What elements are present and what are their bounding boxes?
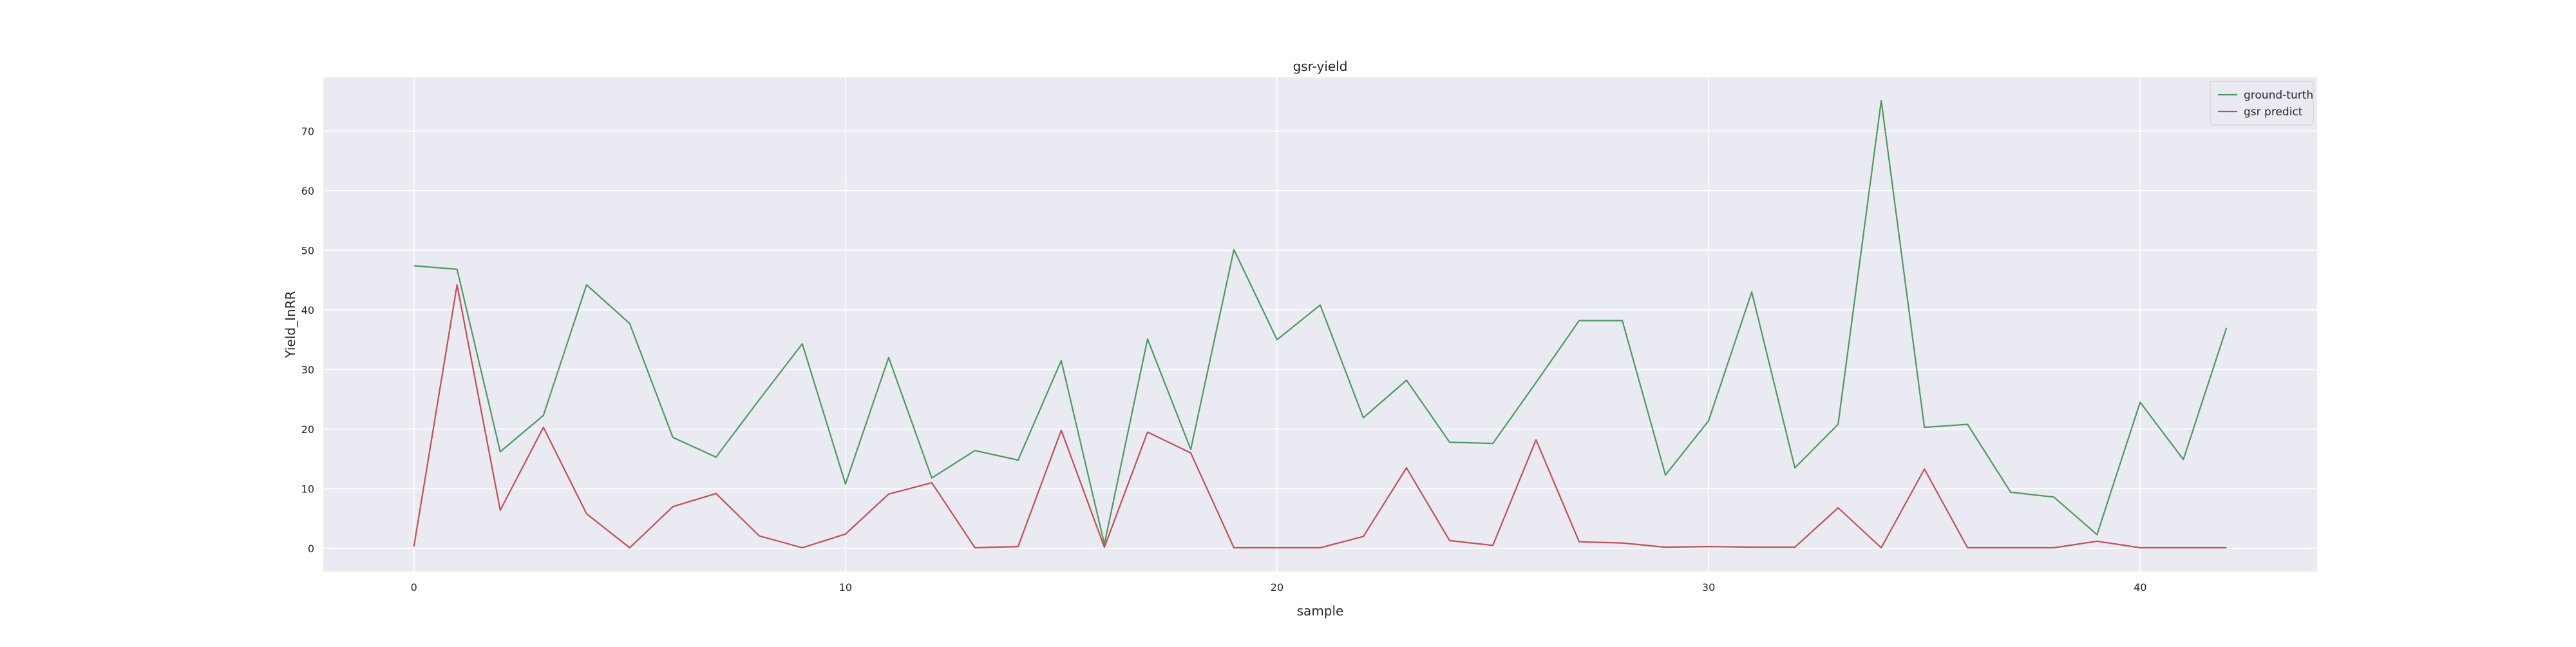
legend-frame xyxy=(2210,81,2314,126)
chart-title: gsr-yield xyxy=(1293,59,1348,74)
x-tick-label: 0 xyxy=(411,581,417,594)
legend-label: ground-turth xyxy=(2244,89,2313,102)
x-tick-label: 10 xyxy=(839,581,852,594)
y-tick-label: 50 xyxy=(301,244,314,256)
y-axis-label: Yield_InRR xyxy=(283,291,298,358)
x-tick-label: 20 xyxy=(1271,581,1283,594)
series-line-gsr-predict xyxy=(413,284,2227,549)
tick-labels: 0 10 20 30 40 0 10 20 30 40 50 60 70 xyxy=(301,125,2147,594)
legend: ground-turth gsr predict xyxy=(2210,81,2314,126)
legend-label: gsr predict xyxy=(2244,106,2303,119)
y-tick-label: 30 xyxy=(301,363,314,376)
y-tick-label: 0 xyxy=(308,543,314,555)
y-tick-label: 10 xyxy=(301,483,314,495)
y-tick-label: 40 xyxy=(301,304,314,316)
series-line-ground-turth xyxy=(413,100,2228,545)
series-lines xyxy=(413,100,2228,549)
x-tick-label: 40 xyxy=(2134,581,2146,594)
x-axis-label: sample xyxy=(1297,603,1344,619)
plot-area xyxy=(323,77,2317,572)
y-tick-label: 70 xyxy=(301,125,314,137)
x-tick-label: 30 xyxy=(1702,581,1715,594)
y-tick-label: 60 xyxy=(301,185,314,197)
y-tick-label: 20 xyxy=(301,423,314,436)
